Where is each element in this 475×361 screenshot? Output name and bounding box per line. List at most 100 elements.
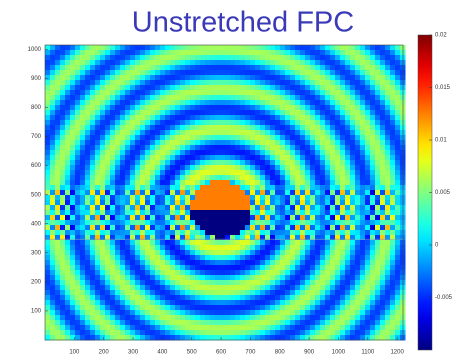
- field-cell: [205, 140, 211, 146]
- field-cell: [215, 330, 221, 336]
- field-cell: [120, 80, 126, 86]
- field-cell: [280, 335, 286, 341]
- field-cell: [290, 105, 296, 111]
- field-cell: [65, 295, 71, 301]
- field-cell: [320, 330, 326, 336]
- field-cell: [270, 115, 276, 121]
- field-cell: [390, 125, 396, 131]
- field-cell: [285, 75, 291, 81]
- field-cell: [45, 185, 51, 191]
- field-cell: [135, 130, 141, 136]
- field-cell: [315, 170, 321, 176]
- field-cell: [190, 310, 196, 316]
- field-cell: [105, 145, 111, 151]
- field-cell: [380, 280, 386, 286]
- field-cell: [175, 95, 181, 101]
- field-cell: [50, 45, 56, 51]
- field-cell: [170, 210, 176, 216]
- field-cell: [65, 265, 71, 271]
- field-cell: [355, 160, 361, 166]
- field-cell: [95, 135, 101, 141]
- field-cell: [335, 155, 341, 161]
- field-cell: [215, 125, 221, 131]
- field-cell: [385, 150, 391, 156]
- field-cell: [340, 205, 346, 211]
- field-cell: [325, 295, 331, 301]
- field-cell: [55, 105, 61, 111]
- field-cell: [200, 325, 206, 331]
- field-cell: [230, 195, 236, 201]
- field-cell: [300, 190, 306, 196]
- field-cell: [245, 195, 251, 201]
- field-cell: [140, 155, 146, 161]
- field-cell: [300, 240, 306, 246]
- field-cell: [350, 265, 356, 271]
- field-cell: [350, 235, 356, 241]
- field-cell: [260, 155, 266, 161]
- field-cell: [300, 220, 306, 226]
- field-cell: [260, 245, 266, 251]
- field-cell: [350, 195, 356, 201]
- field-cell: [330, 145, 336, 151]
- field-cell: [60, 60, 66, 66]
- field-cell: [180, 50, 186, 56]
- field-cell: [195, 240, 201, 246]
- field-cell: [90, 250, 96, 256]
- field-cell: [145, 245, 151, 251]
- field-cell: [185, 65, 191, 71]
- field-cell: [375, 200, 381, 206]
- field-cell: [140, 50, 146, 56]
- field-cell: [165, 290, 171, 296]
- field-cell: [135, 170, 141, 176]
- field-cell: [290, 135, 296, 141]
- field-cell: [160, 155, 166, 161]
- field-cell: [325, 285, 331, 291]
- field-cell: [395, 65, 401, 71]
- field-cell: [300, 200, 306, 206]
- field-cell: [310, 310, 316, 316]
- field-cell: [320, 70, 326, 76]
- field-cell: [365, 235, 371, 241]
- field-cell: [260, 255, 266, 261]
- field-cell: [355, 70, 361, 76]
- field-cell: [230, 50, 236, 56]
- field-cell: [300, 160, 306, 166]
- x-tick-label: 1100: [361, 350, 375, 356]
- field-cell: [275, 155, 281, 161]
- field-cell: [205, 335, 211, 341]
- field-cell: [60, 215, 66, 221]
- field-cell: [50, 55, 56, 61]
- field-cell: [225, 325, 231, 331]
- field-cell: [90, 325, 96, 331]
- field-cell: [60, 235, 66, 241]
- field-cell: [250, 330, 256, 336]
- field-cell: [320, 115, 326, 121]
- field-cell: [380, 165, 386, 171]
- field-cell: [345, 145, 351, 151]
- field-cell: [265, 80, 271, 86]
- field-cell: [355, 165, 361, 171]
- field-cell: [255, 190, 261, 196]
- field-cell: [265, 280, 271, 286]
- field-cell: [175, 265, 181, 271]
- field-cell: [170, 150, 176, 156]
- field-cell: [375, 250, 381, 256]
- field-cell: [150, 160, 156, 166]
- field-cell: [110, 70, 116, 76]
- field-cell: [250, 110, 256, 116]
- field-cell: [395, 215, 401, 221]
- field-cell: [255, 285, 261, 291]
- field-cell: [325, 255, 331, 261]
- field-cell: [350, 310, 356, 316]
- field-cell: [160, 285, 166, 291]
- field-cell: [380, 275, 386, 281]
- field-cell: [250, 60, 256, 66]
- field-cell: [205, 255, 211, 261]
- field-cell: [225, 330, 231, 336]
- field-cell: [80, 285, 86, 291]
- field-cell: [290, 60, 296, 66]
- field-cell: [240, 220, 246, 226]
- field-cell: [175, 85, 181, 91]
- field-cell: [90, 200, 96, 206]
- field-cell: [135, 190, 141, 196]
